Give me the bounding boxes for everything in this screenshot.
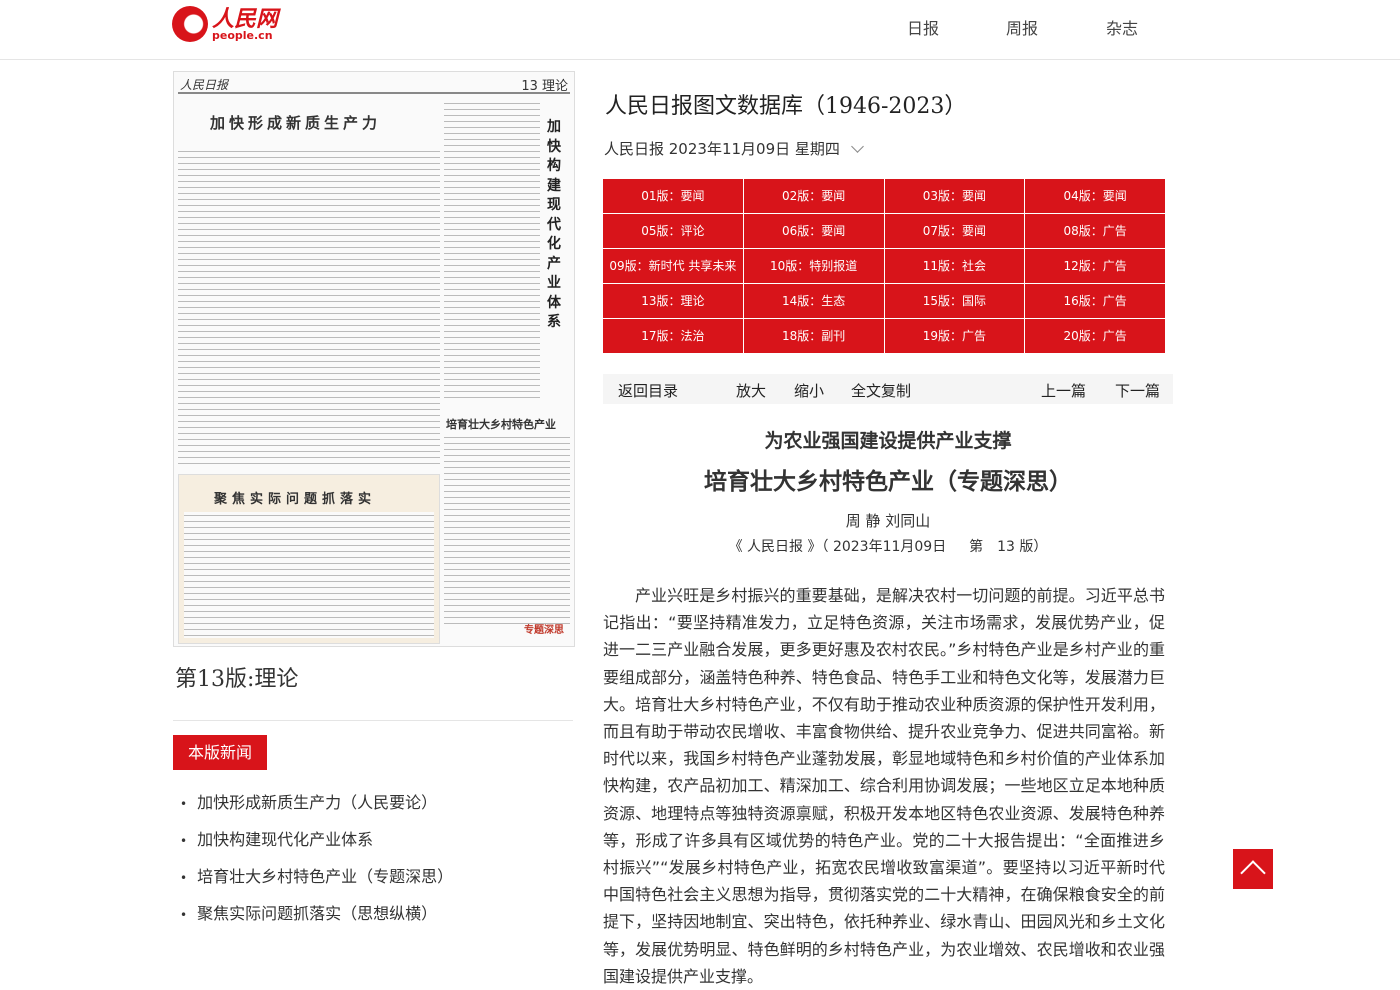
edition-link[interactable]: 18版：副刊 [743,319,884,353]
article-title: 培育壮大乡村特色产业（专题深思） [704,469,1072,495]
people-cn-logo[interactable]: 人民网 people.cn [172,6,278,42]
nav-magazine[interactable]: 杂志 [1106,19,1139,38]
edition-link[interactable]: 05版：评论 [603,214,743,248]
paper-tag: 专题深思 [524,625,564,636]
edition-link[interactable]: 13版：理论 [603,284,743,318]
article-subtitle: 为农业强国建设提供产业支撑 [764,430,1012,452]
edition-link[interactable]: 06版：要闻 [743,214,884,248]
paper-headline[interactable]: 培育壮大乡村特色产业 [446,418,556,431]
zoom-out-button[interactable]: 缩小 [794,382,825,400]
page-title: 第13版:理论 [175,667,299,692]
zoom-in-button[interactable]: 放大 [736,382,767,400]
news-link[interactable]: 培育壮大乡村特色产业（专题深思） [180,863,453,900]
paper-headline[interactable]: 聚焦实际问题抓落实 [214,492,377,507]
edition-link[interactable]: 02版：要闻 [743,179,884,213]
news-link[interactable]: 加快构建现代化产业体系 [180,826,453,863]
edition-link[interactable]: 19版：广告 [884,319,1025,353]
edition-link[interactable]: 11版：社会 [884,249,1025,283]
news-list: 加快形成新质生产力（人民要论） 加快构建现代化产业体系 培育壮大乡村特色产业（专… [180,789,453,937]
paper-masthead: 人民日报 [180,78,229,92]
article-authors: 周 静 刘同山 [845,512,931,530]
edition-link[interactable]: 20版：广告 [1025,319,1165,353]
article-body: 产业兴旺是乡村振兴的重要基础，是解决农村一切问题的前提。习近平总书记指出：“要坚… [603,586,1165,986]
edition-link[interactable]: 01版：要闻 [603,179,743,213]
database-title: 人民日报图文数据库（1946-2023） [605,94,967,119]
edition-link[interactable]: 08版：广告 [1025,214,1165,248]
date-selector[interactable]: 人民日报 2023年11月09日 星期四 [604,138,864,159]
next-article-button[interactable]: 下一篇 [1115,382,1161,400]
paper-text-block [178,148,440,468]
edition-link[interactable]: 17版：法治 [603,319,743,353]
edition-link[interactable]: 10版：特别报道 [743,249,884,283]
nav-weekly[interactable]: 周报 [1006,19,1039,38]
date-text: 人民日报 2023年11月09日 星期四 [604,140,840,158]
article-source: 《 人民日报 》（ 2023年11月09日 第 13 版） [728,539,1048,555]
previous-article-button[interactable]: 上一篇 [1041,382,1087,400]
paper-text-block [184,512,434,638]
edition-link[interactable]: 07版：要闻 [884,214,1025,248]
edition-link[interactable]: 15版：国际 [884,284,1025,318]
paper-page-label: 13 理论 [521,79,568,94]
edition-link[interactable]: 03版：要闻 [884,179,1025,213]
edition-grid: 01版：要闻 02版：要闻 03版：要闻 04版：要闻 05版：评论 06版：要闻 07版：… [603,179,1165,353]
divider [173,720,573,721]
edition-link[interactable]: 12版：广告 [1025,249,1165,283]
article-toolbar: 返回目录 放大 缩小 全文复制 上一篇 下一篇 [603,374,1173,404]
copy-text-button[interactable]: 全文复制 [851,382,912,400]
edition-link[interactable]: 09版：新时代 共享未来 [603,249,743,283]
news-link[interactable]: 聚焦实际问题抓落实（思想纵横） [180,900,453,937]
chevron-down-icon[interactable] [850,140,864,153]
logo-icon [172,6,208,42]
paper-vertical-headline[interactable]: 加快构建现代化产业体系 [547,119,561,330]
edition-link[interactable]: 16版：广告 [1025,284,1165,318]
back-to-index-button[interactable]: 返回目录 [618,382,679,400]
newspaper-page-thumbnail[interactable]: 人民日报 13 理论 加快形成新质生产力 加快构建现代化产业体系 培育壮大乡村特… [173,71,575,647]
logo-domain: people.cn [212,28,273,42]
divider [178,92,570,94]
nav-daily[interactable]: 日报 [907,19,940,38]
paper-text-block [444,434,570,624]
back-to-top-button[interactable] [1233,849,1273,889]
edition-link[interactable]: 14版：生态 [743,284,884,318]
page-news-tab[interactable]: 本版新闻 [173,735,267,770]
logo-text: 人民网 [212,5,279,32]
news-link[interactable]: 加快形成新质生产力（人民要论） [180,789,453,826]
paper-headline[interactable]: 加快形成新质生产力 [210,114,382,132]
edition-link[interactable]: 04版：要闻 [1025,179,1165,213]
header: 人民网 people.cn 日报 周报 杂志 [0,0,1400,60]
paper-text-block [444,100,540,400]
